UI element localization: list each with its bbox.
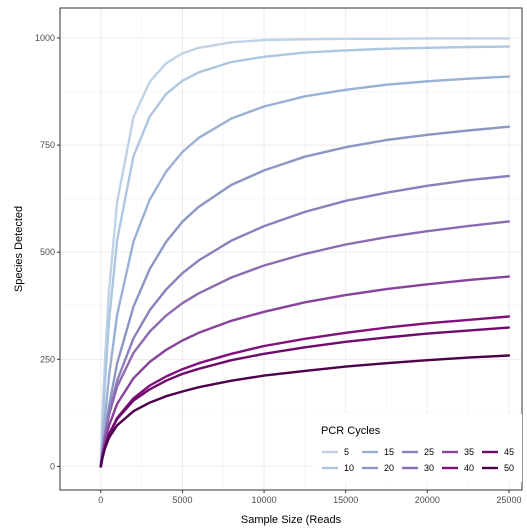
y-tick-label: 250 — [40, 354, 55, 364]
legend-label-25: 25 — [424, 447, 434, 457]
x-tick-label: 5000 — [172, 495, 192, 505]
legend: PCR Cycles 5 10 15 20 25 30 35 40 45 50 — [314, 414, 522, 482]
x-tick-label: 0 — [98, 495, 103, 505]
series-line-50 — [99, 354, 511, 468]
legend-label-5: 5 — [344, 447, 349, 457]
x-tick-label: 20000 — [415, 495, 440, 505]
legend-label-20: 20 — [384, 463, 394, 473]
series-line-35 — [99, 275, 511, 468]
x-tick-label: 25000 — [496, 495, 521, 505]
series-line-5 — [99, 37, 511, 468]
legend-label-35: 35 — [464, 447, 474, 457]
y-tick-label: 1000 — [35, 33, 55, 43]
legend-label-50: 50 — [504, 463, 514, 473]
x-axis-ticks: 0 5000 10000 15000 20000 25000 — [98, 490, 521, 505]
legend-label-10: 10 — [344, 463, 354, 473]
series-line-10 — [99, 45, 511, 468]
plot-border — [59, 7, 523, 491]
legend-label-45: 45 — [504, 447, 514, 457]
y-tick-label: 750 — [40, 140, 55, 150]
y-axis-title: Species Detected — [13, 206, 25, 292]
x-tick-label: 15000 — [333, 495, 358, 505]
legend-label-15: 15 — [384, 447, 394, 457]
series-lines — [99, 37, 511, 468]
legend-background — [314, 414, 522, 482]
x-axis-title: Sample Size (Reads — [241, 514, 342, 526]
series-line-15 — [99, 75, 511, 468]
legend-label-40: 40 — [464, 463, 474, 473]
legend-title: PCR Cycles — [321, 425, 381, 437]
legend-label-30: 30 — [424, 463, 434, 473]
y-axis-ticks: 0 250 500 750 1000 — [35, 33, 60, 471]
y-tick-label: 500 — [40, 247, 55, 257]
minor-gridlines — [60, 8, 522, 490]
series-line-30 — [99, 220, 511, 468]
x-tick-label: 10000 — [252, 495, 277, 505]
y-tick-label: 0 — [50, 461, 55, 471]
legend-items: 5 10 15 20 25 30 35 40 45 50 — [322, 447, 514, 473]
series-line-20 — [99, 125, 511, 468]
